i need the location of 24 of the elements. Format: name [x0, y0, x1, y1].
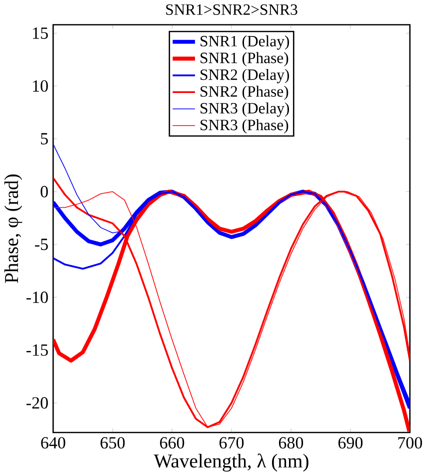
legend-label: SNR3 (Phase) [200, 119, 288, 134]
y-tick-label: 5 [41, 133, 48, 144]
y-tick-label: -15 [26, 344, 48, 356]
y-tick-label: -10 [26, 292, 48, 303]
legend-label: SNR2 (Delay) [200, 68, 290, 84]
x-axis-title: Wavelength, λ (nm) [154, 454, 308, 472]
y-tick-label: -5 [35, 238, 48, 250]
x-tick-label: 640 [41, 437, 66, 449]
chart-title: SNR1>SNR2>SNR3 [166, 4, 298, 15]
y-tick-label: 10 [33, 80, 48, 92]
legend-label: SNR1 (Delay) [200, 35, 290, 50]
legend-label: SNR1 (Phase) [200, 52, 288, 66]
y-tick-label: -20 [26, 397, 48, 409]
x-tick-label: 680 [278, 437, 304, 449]
x-tick-label: 690 [338, 437, 363, 449]
y-axis-title: Phase, φ (rad) [4, 174, 22, 283]
y-tick-label: 15 [33, 28, 48, 39]
x-tick-label: 700 [398, 437, 422, 449]
y-tick-label: 0 [40, 186, 48, 198]
x-tick-label: 660 [160, 437, 184, 449]
x-tick-label: 670 [220, 437, 244, 449]
legend-label: SNR2 (Phase) [200, 86, 288, 100]
legend-label: SNR3 (Delay) [200, 102, 290, 117]
x-tick-label: 650 [100, 437, 125, 449]
